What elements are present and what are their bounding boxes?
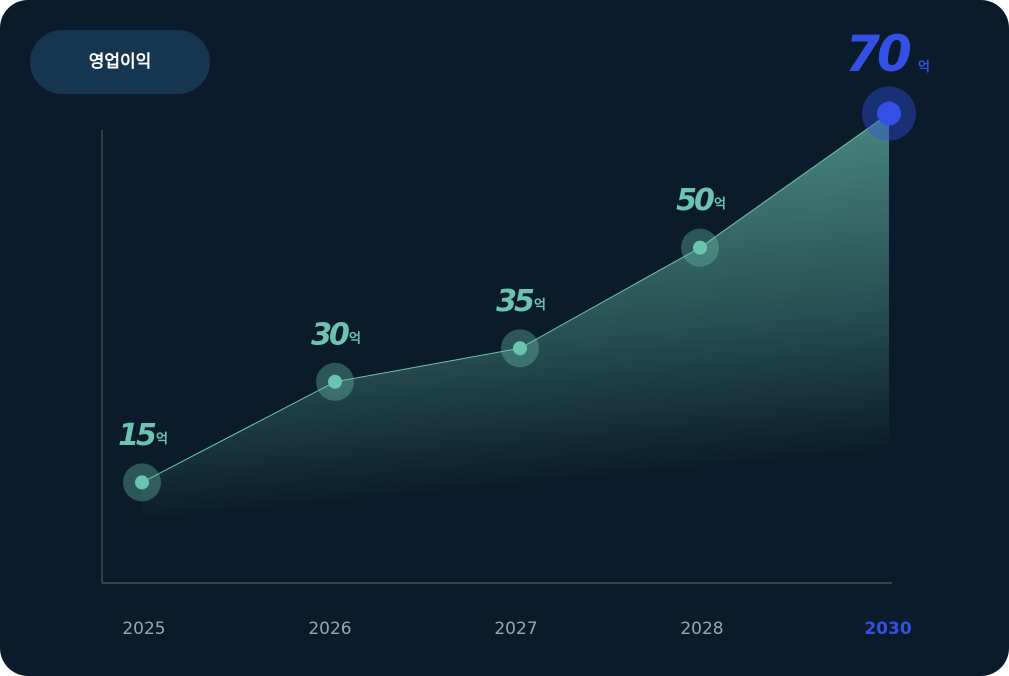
- x-tick-label: 2025: [122, 619, 165, 639]
- x-tick-label: 2027: [494, 619, 537, 639]
- value-unit: 억: [714, 197, 726, 212]
- x-tick-label: 2026: [308, 619, 351, 639]
- area: [142, 113, 889, 584]
- value-label: 70 억: [845, 25, 930, 83]
- value-unit: 억: [534, 298, 546, 313]
- point: [513, 341, 527, 356]
- x-tick-label: 2028: [680, 619, 723, 639]
- value-label: 15 억: [118, 418, 168, 453]
- value-label-number: 15: [118, 418, 156, 453]
- value-label-number: 70: [845, 25, 911, 83]
- value-label: 50 억: [676, 183, 726, 218]
- value-label-number: 50: [676, 183, 714, 218]
- value-unit: 억: [156, 432, 168, 447]
- chart-title: 영업이익: [89, 52, 152, 72]
- value-label-number: 30: [311, 317, 349, 352]
- title-pill: [30, 30, 210, 94]
- point: [135, 475, 149, 490]
- x-tick-label: 2030: [864, 619, 911, 639]
- point: [693, 240, 707, 255]
- value-label: 30 억: [311, 317, 361, 352]
- value-unit: 억: [349, 331, 361, 346]
- value-label-number: 35: [496, 284, 534, 319]
- value-unit: 억: [918, 60, 930, 75]
- value-label: 35 억: [496, 284, 546, 319]
- point: [877, 101, 901, 126]
- point: [328, 374, 342, 389]
